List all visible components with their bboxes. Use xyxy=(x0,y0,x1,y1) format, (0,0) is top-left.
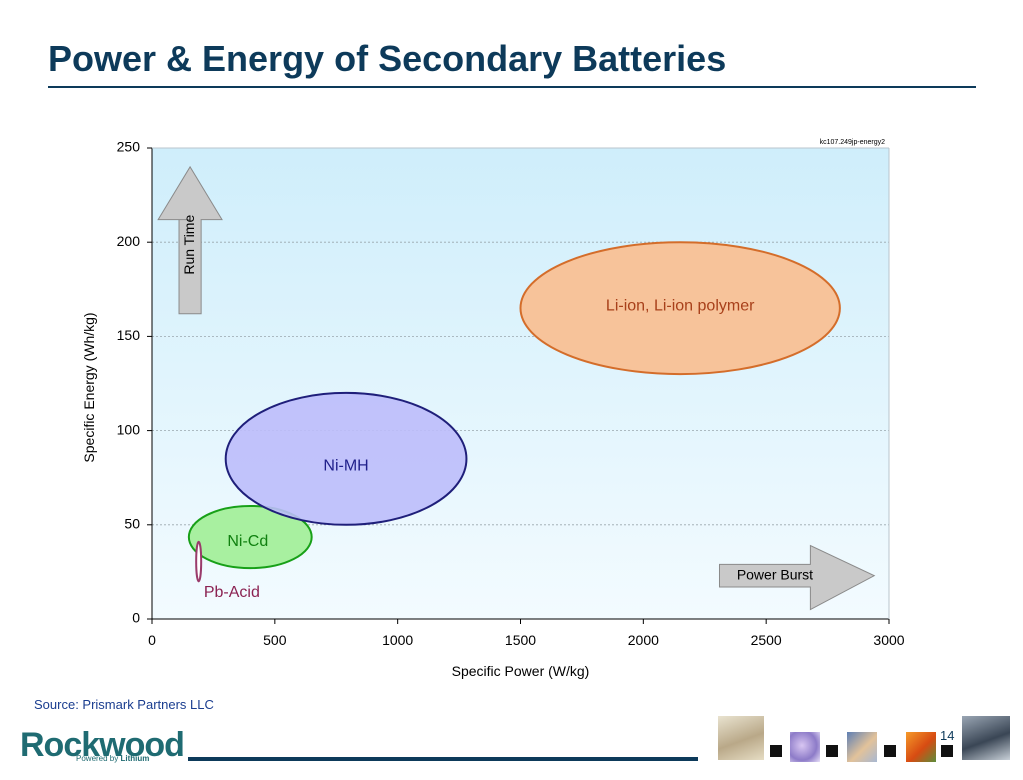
y-tick-label: 100 xyxy=(117,421,141,437)
region-li-ion-li-ion-polymer xyxy=(519,241,841,376)
power-burst-arrow xyxy=(718,544,876,611)
flowers-image xyxy=(790,732,820,762)
region-ni-cd xyxy=(187,504,313,570)
energy-power-chart: Run Time Power Burst Li-ion, Li-ion polym… xyxy=(81,139,905,679)
x-tick-label: 0 xyxy=(148,632,156,648)
annotation-arrows: Run Time Power Burst xyxy=(157,165,876,611)
region-ni-mh xyxy=(224,391,468,526)
y-tick-label: 200 xyxy=(117,233,141,249)
footer-bullet xyxy=(941,745,953,757)
title-underline xyxy=(48,86,976,88)
y-tick-label: 150 xyxy=(117,327,141,343)
logo-tagline-emph: Lithium xyxy=(120,754,150,763)
region-label: Pb-Acid xyxy=(204,584,260,601)
footer-bullet xyxy=(770,745,782,757)
footer-bullet xyxy=(884,745,896,757)
slide-title: Power & Energy of Secondary Batteries xyxy=(48,38,727,79)
rockwood-logo: Rockwood xyxy=(20,726,185,764)
x-tick-label: 1500 xyxy=(505,632,536,648)
run-time-label: Run Time xyxy=(181,215,197,275)
y-tick-label: 250 xyxy=(117,139,141,155)
x-tick-label: 500 xyxy=(263,632,287,648)
orange-crystals-image xyxy=(906,732,936,762)
y-tick-label: 0 xyxy=(132,610,140,626)
x-tick-label: 2500 xyxy=(751,632,782,648)
car-image xyxy=(962,716,1010,760)
logo-tagline: Powered by Lithium xyxy=(76,754,149,763)
chart-id-label: kc107.249jp-energy2 xyxy=(820,139,885,146)
region-label: Ni-MH xyxy=(323,458,368,475)
hand-image xyxy=(847,732,877,762)
power-burst-label: Power Burst xyxy=(737,566,813,582)
region-label: Li-ion, Li-ion polymer xyxy=(606,297,755,314)
region-pb-acid xyxy=(195,540,203,583)
page-number: 14 xyxy=(940,728,955,743)
y-tick-label: 50 xyxy=(124,516,140,532)
logo-tagline-prefix: Powered by xyxy=(76,754,121,763)
source-note: Source: Prismark Partners LLC xyxy=(34,697,214,712)
x-tick-label: 2000 xyxy=(628,632,659,648)
x-tick-label: 3000 xyxy=(873,632,904,648)
footer-bullet xyxy=(826,745,838,757)
run-time-arrow xyxy=(157,165,223,315)
lab-flask-image xyxy=(718,716,764,760)
region-label: Ni-Cd xyxy=(227,533,268,550)
battery-regions: Li-ion, Li-ion polymer Ni-MH Ni-Cd Pb-Acid xyxy=(187,241,841,601)
y-axis-title: Specific Energy (Wh/kg) xyxy=(81,312,97,462)
x-axis-title: Specific Power (W/kg) xyxy=(452,663,590,679)
x-tick-label: 1000 xyxy=(382,632,413,648)
footer-bar xyxy=(188,757,698,761)
